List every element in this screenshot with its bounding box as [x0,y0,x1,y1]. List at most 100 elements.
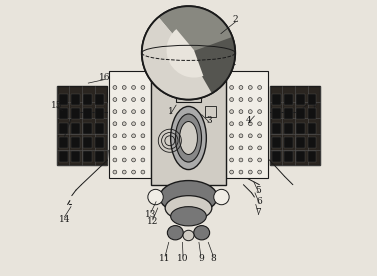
Circle shape [122,86,126,89]
Circle shape [230,170,233,174]
Bar [95,108,104,119]
Ellipse shape [160,181,217,214]
Bar [83,123,92,134]
Bar [225,71,268,178]
Circle shape [141,122,145,126]
Text: 8: 8 [210,254,216,263]
Circle shape [214,189,229,205]
Circle shape [230,134,233,138]
Circle shape [258,146,262,150]
Text: 15: 15 [51,101,63,110]
Circle shape [132,110,135,113]
Circle shape [122,134,126,138]
Circle shape [248,158,252,162]
Circle shape [258,86,262,89]
Bar [60,123,68,134]
Text: 6: 6 [256,197,262,206]
Circle shape [141,170,145,174]
Circle shape [113,146,117,150]
Bar [272,151,281,162]
Circle shape [122,122,126,126]
Bar [57,86,107,165]
Ellipse shape [167,225,183,240]
Circle shape [141,86,145,89]
Wedge shape [188,37,234,98]
Circle shape [141,98,145,102]
Circle shape [258,170,262,174]
Bar [176,80,201,102]
Circle shape [141,146,145,150]
Bar [284,137,293,148]
Bar [71,151,80,162]
Bar [272,123,281,134]
Bar [284,108,293,119]
Circle shape [141,134,145,138]
Text: 1: 1 [168,107,173,116]
Text: 13: 13 [145,210,156,219]
Bar [270,86,320,165]
Bar [284,94,293,105]
Circle shape [230,158,233,162]
Circle shape [248,146,252,150]
Circle shape [142,6,235,100]
Circle shape [239,110,243,113]
Circle shape [122,110,126,113]
Circle shape [248,110,252,113]
Bar [308,108,316,119]
Circle shape [230,146,233,150]
Circle shape [258,110,262,113]
Ellipse shape [194,225,210,240]
Text: 3: 3 [206,116,212,125]
Bar [296,123,305,134]
Circle shape [113,86,117,89]
Circle shape [258,122,262,126]
Circle shape [122,146,126,150]
Ellipse shape [175,114,202,162]
Text: 11: 11 [159,254,171,263]
Text: 2: 2 [232,15,238,24]
Circle shape [258,98,262,102]
Bar [83,137,92,148]
Bar [272,137,281,148]
Circle shape [132,122,135,126]
Bar [308,94,316,105]
Circle shape [258,134,262,138]
Circle shape [132,98,135,102]
Text: 12: 12 [147,217,158,226]
Circle shape [113,122,117,126]
Circle shape [122,170,126,174]
Text: 16: 16 [99,73,110,82]
Circle shape [239,170,243,174]
Circle shape [113,170,117,174]
Circle shape [230,98,233,102]
Text: 10: 10 [177,254,189,263]
Bar [60,151,68,162]
Bar [83,94,92,105]
Bar [308,151,316,162]
Text: 7: 7 [256,208,261,217]
Circle shape [239,158,243,162]
Circle shape [113,158,117,162]
Circle shape [239,86,243,89]
Text: 4: 4 [246,116,252,125]
Circle shape [248,86,252,89]
Bar [308,137,316,148]
Circle shape [248,134,252,138]
Circle shape [141,158,145,162]
Bar [71,108,80,119]
Ellipse shape [179,121,198,155]
Circle shape [239,146,243,150]
Bar [296,151,305,162]
Circle shape [148,189,163,205]
Bar [296,137,305,148]
Circle shape [132,86,135,89]
Circle shape [132,158,135,162]
Circle shape [230,86,233,89]
Bar [95,151,104,162]
Bar [83,151,92,162]
Circle shape [141,110,145,113]
Text: 5: 5 [256,186,262,195]
Bar [95,94,104,105]
Wedge shape [143,18,211,99]
Bar [60,137,68,148]
